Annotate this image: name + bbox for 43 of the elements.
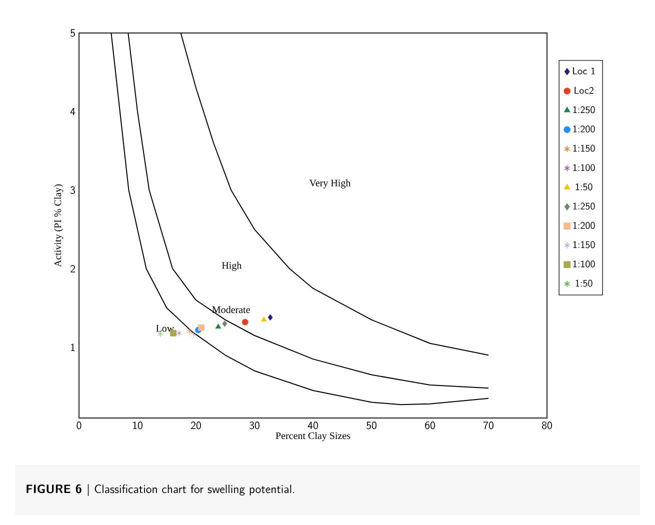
x-tick-label: 0 bbox=[76, 422, 82, 430]
y-tick-label: 5 bbox=[70, 29, 75, 37]
point bbox=[176, 330, 182, 336]
annotation: Low bbox=[156, 325, 174, 332]
point bbox=[242, 318, 248, 326]
legend-label: 1:50 bbox=[576, 183, 592, 190]
legend-label: 1:50 bbox=[576, 280, 592, 287]
point bbox=[190, 332, 196, 338]
point bbox=[215, 324, 222, 329]
point bbox=[222, 320, 228, 327]
annotation: Moderate bbox=[212, 306, 250, 314]
x-tick-label: 30 bbox=[250, 422, 260, 430]
y-tick-label: 2 bbox=[70, 264, 75, 272]
legend-label: 1:250 bbox=[573, 202, 595, 210]
x-tick-label: 40 bbox=[308, 422, 318, 430]
legend-label: Loc 1 bbox=[573, 67, 595, 74]
legend-label: 1:150 bbox=[573, 144, 595, 152]
legend-label: Loc2 bbox=[574, 86, 594, 94]
y-axis-title: Activity (PI % Clay) bbox=[54, 184, 64, 267]
point bbox=[261, 316, 267, 322]
x-tick-label: 70 bbox=[484, 422, 494, 430]
y-tick-label: 3 bbox=[70, 186, 76, 194]
x-axis-title: Percent Clay Sizes bbox=[276, 432, 350, 442]
line-series bbox=[180, 33, 489, 356]
legend-label: 1:100 bbox=[573, 164, 595, 172]
x-tick-label: 50 bbox=[366, 422, 376, 430]
legend-label: 1:200 bbox=[573, 222, 595, 229]
point bbox=[186, 328, 192, 335]
annotation: Very High bbox=[309, 179, 351, 188]
legend-label: 1:150 bbox=[573, 241, 595, 248]
point bbox=[268, 314, 273, 321]
x-tick-label: 60 bbox=[425, 422, 435, 430]
legend-label: 1:250 bbox=[573, 106, 595, 114]
y-tick-label: 1 bbox=[71, 344, 75, 351]
legend-label: 1:200 bbox=[573, 126, 595, 133]
legend-label: 1:100 bbox=[573, 260, 595, 268]
y-tick-label: 4 bbox=[70, 108, 76, 116]
text: FIGURE 6 | Classification chart for swelling potential. bbox=[26, 484, 294, 496]
x-tick-label: 80 bbox=[542, 422, 552, 430]
annotation: High bbox=[222, 262, 242, 271]
point bbox=[198, 324, 204, 331]
x-tick-label: 10 bbox=[133, 422, 142, 430]
x-tick-label: 20 bbox=[191, 422, 201, 430]
